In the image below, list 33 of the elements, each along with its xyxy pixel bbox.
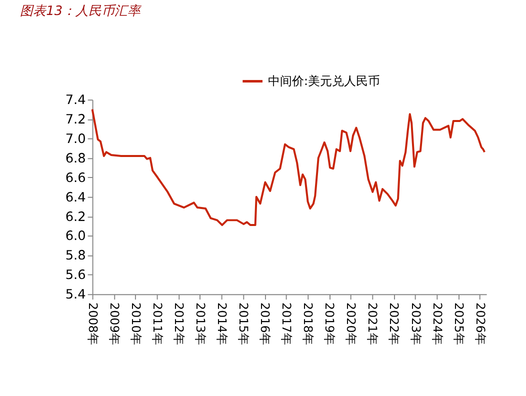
x-tick-label: 2012年 [172, 302, 186, 345]
x-tick-label: 2014年 [215, 302, 230, 345]
x-tick-label: 2015年 [236, 302, 251, 345]
x-tick-label: 2025年 [452, 302, 466, 345]
y-tick-label: 7.2 [65, 112, 86, 128]
y-tick-label: 7.0 [65, 132, 86, 147]
y-tick-label: 5.6 [65, 268, 86, 284]
y-tick-label: 5.8 [65, 248, 86, 264]
y-tick-label: 5.4 [65, 288, 86, 303]
x-tick-label: 2009年 [107, 302, 122, 345]
x-tick-label: 2019年 [322, 302, 337, 345]
x-tick-label: 2020年 [344, 302, 358, 345]
x-tick-label: 2018年 [301, 302, 316, 345]
x-tick-label: 2022年 [387, 302, 402, 345]
x-tick-label: 2024年 [430, 302, 444, 345]
y-tick-label: 6.6 [65, 170, 86, 186]
y-tick-label: 6.0 [65, 229, 86, 244]
x-tick-label: 2021年 [366, 302, 380, 345]
x-tick-label: 2013年 [193, 302, 208, 345]
x-tick-label: 2023年 [408, 302, 423, 345]
y-tick-label: 6.8 [65, 151, 86, 166]
y-tick-label: 7.4 [65, 93, 86, 108]
y-tick-label: 6.4 [65, 190, 86, 206]
x-tick-label: 2008年 [86, 302, 100, 345]
x-tick-label: 2011年 [150, 302, 164, 345]
legend-label: 中间价:美元兑人民币 [268, 74, 380, 88]
line-series [91, 108, 486, 226]
y-tick-label: 6.2 [65, 210, 86, 225]
x-tick-label: 2010年 [128, 302, 143, 345]
x-tick-label: 2016年 [258, 302, 272, 345]
x-tick-label: 2017年 [280, 302, 294, 345]
x-tick-label: 2026年 [473, 302, 488, 345]
chart-title: 图表13：人民币汇率 [20, 4, 143, 20]
